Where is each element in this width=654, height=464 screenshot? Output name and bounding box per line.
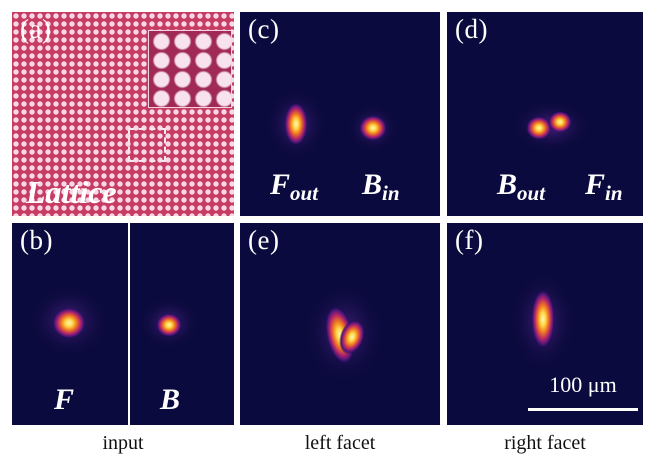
lattice-label: Lattice [26, 174, 117, 210]
caption-input: input [102, 432, 144, 454]
panel-d-intensity [511, 100, 591, 152]
beam-spot-b-in [359, 115, 387, 141]
label-f-in: Fin [585, 168, 623, 205]
panel-label-f: (f) [455, 225, 484, 255]
label-b-out: Bout [497, 168, 546, 205]
label-b-in: Bin [362, 168, 400, 205]
label-f-out: Fout [270, 168, 319, 205]
lattice-zoom-inset [148, 30, 232, 108]
panel-b-divider [128, 223, 130, 425]
caption-right-facet: right facet [504, 432, 586, 454]
panel-b-intensity [29, 285, 199, 357]
panel-label-d: (d) [455, 14, 488, 44]
caption-left-facet: left facet [304, 432, 376, 454]
beam-spot-right [531, 289, 555, 349]
panel-b: (b) F B [12, 223, 234, 425]
beam-spot-left-lobe [339, 319, 365, 355]
panel-e-intensity [304, 283, 384, 383]
panel-c-intensity [266, 88, 399, 160]
panel-a: (a) Lattice [12, 12, 234, 216]
zoom-region-box [128, 128, 166, 162]
panel-label-a: (a) [20, 14, 52, 44]
label-f: F [54, 383, 75, 416]
beam-spot-f [52, 307, 86, 339]
panel-label-b: (b) [20, 225, 53, 255]
label-b: B [160, 383, 181, 416]
panel-d: (d) Bout Fin [447, 12, 643, 216]
panel-f-intensity [511, 271, 575, 371]
panel-f: (f) [447, 223, 643, 425]
panel-c: (c) Fout Bin [240, 12, 440, 216]
panel-e: (e) [240, 223, 440, 425]
beam-spot-f-in [548, 111, 572, 133]
beam-spot-b [156, 313, 182, 337]
panel-label-c: (c) [248, 14, 280, 44]
beam-spot-f-out [284, 102, 308, 146]
scale-bar [528, 408, 638, 411]
beam-spot-b-out [526, 116, 552, 140]
panel-label-e: (e) [248, 225, 280, 255]
scale-bar-label: 100 μm [549, 372, 617, 397]
